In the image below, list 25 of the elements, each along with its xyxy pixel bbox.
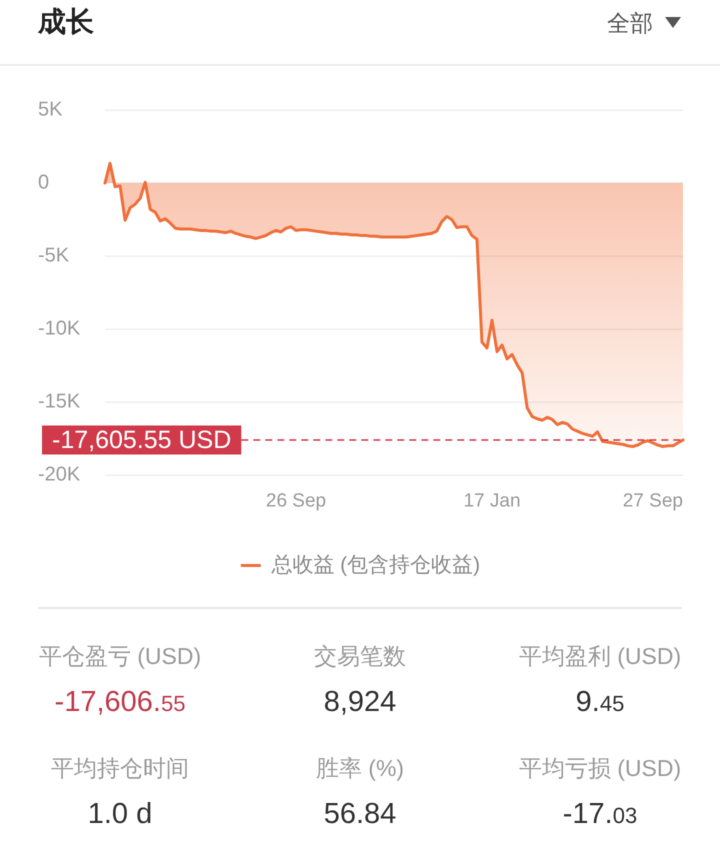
text: 平均持仓时间 bbox=[50, 754, 190, 782]
text: 全部 bbox=[607, 9, 653, 38]
text: -17,606.55 bbox=[54, 685, 186, 720]
text: 平均盈利 (USD) bbox=[518, 642, 682, 670]
text: -17.03 bbox=[562, 797, 638, 832]
y-tick-label: -5K bbox=[38, 244, 70, 267]
text: 56.84 bbox=[322, 797, 398, 831]
text: 胜率 (%) bbox=[314, 754, 406, 782]
text: 9.45 bbox=[574, 685, 626, 720]
x-tick-label: 17 Jan bbox=[463, 490, 521, 512]
text: 平仓盈亏 (USD) bbox=[38, 642, 202, 670]
y-tick-label: -15K bbox=[38, 390, 81, 413]
y-tick-label: -20K bbox=[38, 464, 81, 486]
text: 1.0 d bbox=[86, 797, 154, 831]
legend-label: 总收益 (包含持仓收益) bbox=[270, 553, 480, 576]
y-tick-label: -10K bbox=[38, 318, 81, 340]
text: 交易笔数 bbox=[313, 642, 407, 670]
x-tick-label: 27 Sep bbox=[622, 490, 683, 512]
text: 8,924 bbox=[322, 685, 398, 719]
x-tick-label: 26 Sep bbox=[266, 490, 326, 512]
y-tick-label: 0 bbox=[38, 172, 50, 194]
chart-title: 成长 bbox=[38, 5, 94, 39]
text: 平均亏损 (USD) bbox=[518, 754, 682, 782]
ref-line-label: -17,605.55 USD bbox=[52, 426, 232, 454]
y-tick-label: 5K bbox=[38, 98, 64, 121]
